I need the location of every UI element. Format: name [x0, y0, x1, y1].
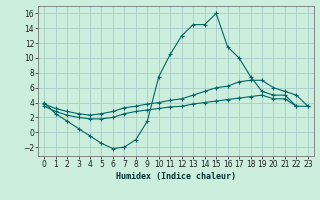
X-axis label: Humidex (Indice chaleur): Humidex (Indice chaleur): [116, 172, 236, 181]
